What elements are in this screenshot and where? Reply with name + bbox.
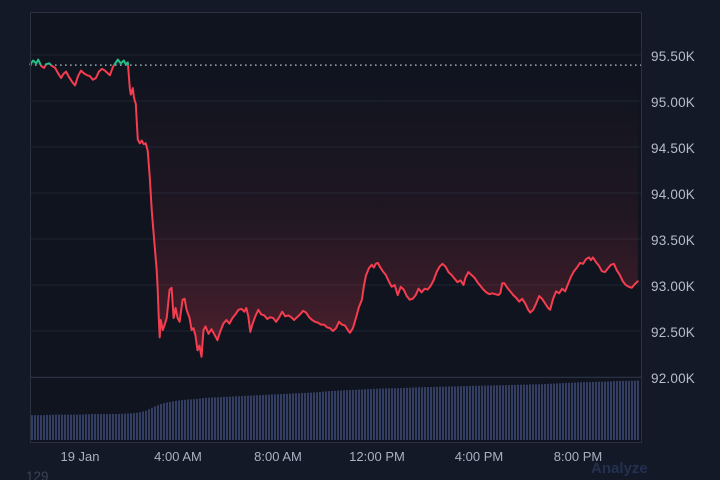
price-line-below-baseline	[29, 65, 639, 358]
loss-area-fill	[30, 65, 638, 357]
volume-bars	[31, 380, 639, 440]
corner-number-text: 129	[26, 469, 49, 480]
analyze-button[interactable]: Analyze	[591, 460, 648, 477]
chart-frame	[30, 12, 642, 443]
